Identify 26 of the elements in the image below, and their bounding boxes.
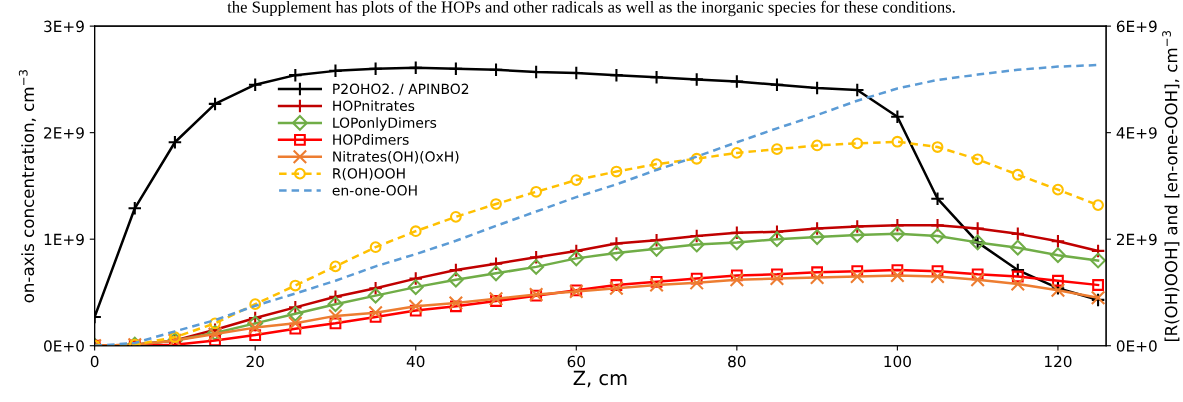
text: the Supplement has plots of the HOPs and other radicals as well as the inorganic species for these conditions. (227, 0, 955, 17)
y2-axis-title: [R(OH)OOH] and [en-one-OOH], cm$^{−3}$ (1162, 30, 1180, 341)
y-tick-label: 2E+9 (44, 127, 84, 139)
x-axis-title: Z, cm (573, 370, 627, 388)
legend-label: R(OH)OOH (333, 167, 405, 181)
y2-tick-label: 6E+9 (1116, 20, 1157, 33)
legend-label: P2OHO2. / APINBO2 (333, 83, 469, 96)
legend-label: HOPnitrates (333, 100, 415, 112)
y2-tick-label: 2E+9 (1116, 233, 1157, 246)
y-axis-title: on-axis concentration, cm$^{−3}$ (18, 70, 36, 303)
y-tick-label: 0E+0 (44, 340, 84, 352)
x-tick-label: 100 (884, 355, 911, 368)
y2-tick-label: 0E+0 (1116, 340, 1157, 352)
legend-label: HOPdimers (333, 134, 409, 145)
legend-label: Nitrates(OH)(OxH) (333, 151, 459, 164)
x-tick-label: 40 (406, 355, 425, 368)
y-tick-label: 1E+9 (44, 233, 84, 246)
x-tick-label: 20 (246, 355, 264, 368)
x-tick-label: 60 (567, 355, 585, 368)
legend-label: en-one-OOH (332, 185, 417, 196)
y-tick-label: 3E+9 (44, 20, 84, 33)
x-tick-label: 80 (728, 355, 746, 368)
y2-tick-label: 4E+9 (1116, 127, 1157, 139)
x-tick-label: 120 (1045, 355, 1072, 368)
x-tick-label: 0 (90, 355, 99, 368)
legend-label: LOPonlyDimers (333, 117, 437, 131)
